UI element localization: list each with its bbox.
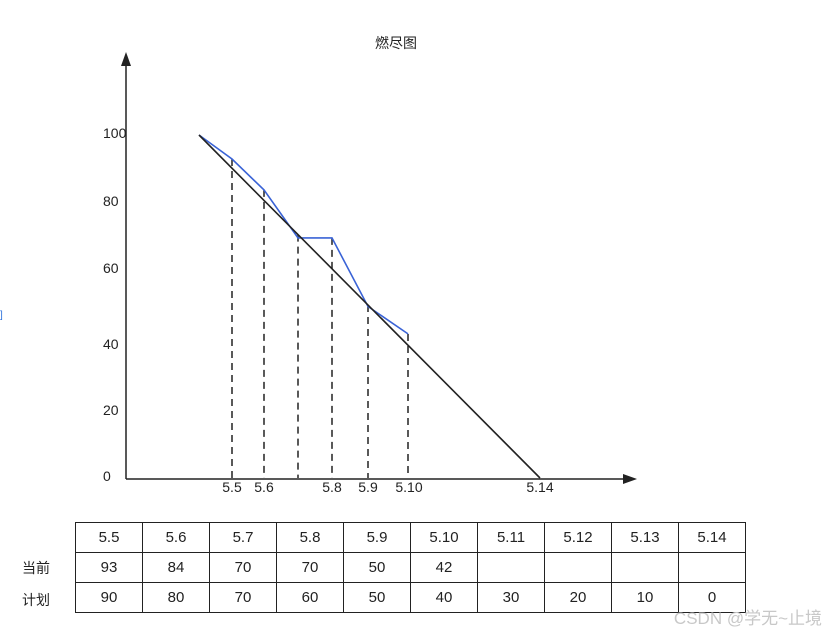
x-tick-label: 5.9: [358, 479, 378, 495]
table-cell: 70: [209, 582, 277, 613]
y-axis-arrow: [121, 52, 131, 66]
table-cell: 0: [678, 582, 746, 613]
table-cell: 50: [343, 552, 411, 583]
x-tick-label: 5.10: [395, 479, 422, 495]
table-cell: [477, 552, 545, 583]
actual-series-line: [198, 134, 409, 335]
x-axis-arrow: [623, 474, 637, 484]
table-header-row: 5.5 5.6 5.7 5.8 5.9 5.10 5.11 5.12 5.13 5.14: [75, 522, 746, 553]
table-cell: [544, 552, 612, 583]
table-header-cell: 5.10: [410, 522, 478, 553]
table-header-cell: 5.5: [75, 522, 143, 553]
y-tick-label: 60: [103, 260, 119, 276]
table-header-cell: 5.12: [544, 522, 612, 553]
watermark: CSDN @学无~止境: [673, 609, 822, 628]
data-table: 5.5 5.6 5.7 5.8 5.9 5.10 5.11 5.12 5.13 5.14 93 84 7…: [75, 522, 746, 613]
table-cell: [678, 552, 746, 583]
y-tick-label: 40: [103, 336, 119, 352]
table-row: 90 80 70 60 50 40 30 20 10 0: [75, 582, 746, 613]
y-tick-label: 100: [103, 125, 127, 141]
table-cell: [611, 552, 679, 583]
table-cell: 93: [75, 552, 143, 583]
y-tick-label: 0: [103, 468, 111, 484]
table-header-cell: 5.11: [477, 522, 545, 553]
y-tick-label: 80: [103, 193, 119, 209]
table-cell: 60: [276, 582, 344, 613]
row-label-current: 当前: [22, 560, 50, 576]
table-header-cell: 5.13: [611, 522, 679, 553]
x-tick-label: 5.14: [526, 479, 553, 495]
table-row: 93 84 70 70 50 42: [75, 552, 746, 583]
table-header-cell: 5.6: [142, 522, 210, 553]
table-cell: 90: [75, 582, 143, 613]
table-cell: 84: [142, 552, 210, 583]
row-label-plan: 计划: [22, 592, 50, 608]
table-cell: 50: [343, 582, 411, 613]
burndown-chart: 燃尽图 100 80 60 40 20 0 5.5 5.6 5.8 5.9 5.10 5.14: [103, 35, 637, 495]
table-cell: 42: [410, 552, 478, 583]
x-tick-label: 5.6: [254, 479, 274, 495]
table-header-cell: 5.9: [343, 522, 411, 553]
plan-series-line: [198, 134, 541, 479]
table-header-cell: 5.8: [276, 522, 344, 553]
chart-axes: [121, 52, 637, 484]
table-cell: 70: [276, 552, 344, 583]
chart-title: 燃尽图: [375, 35, 417, 51]
table-cell: 80: [142, 582, 210, 613]
table-cell: 70: [209, 552, 277, 583]
table-cell: 40: [410, 582, 478, 613]
x-tick-label: 5.5: [222, 479, 242, 495]
table-cell: 10: [611, 582, 679, 613]
table-cell: 30: [477, 582, 545, 613]
y-tick-label: 20: [103, 402, 119, 418]
side-marker: ]: [0, 310, 3, 321]
x-tick-label: 5.8: [322, 479, 342, 495]
table-header-cell: 5.7: [209, 522, 277, 553]
table-cell: 20: [544, 582, 612, 613]
table-header-cell: 5.14: [678, 522, 746, 553]
